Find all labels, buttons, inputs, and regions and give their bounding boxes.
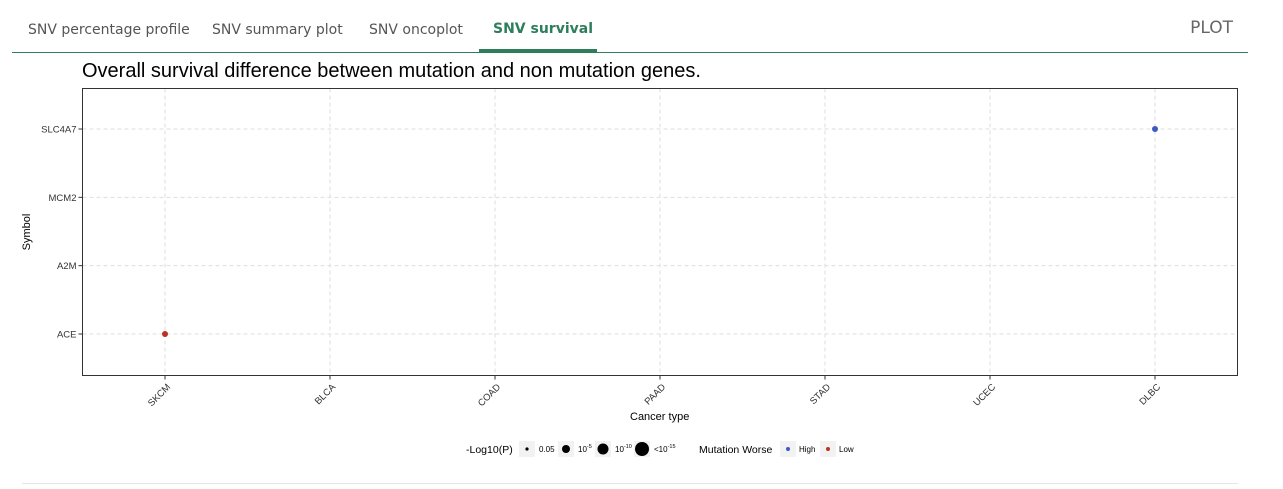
grid-lines xyxy=(82,88,1238,376)
size-legend-title: -Log10(P) xyxy=(466,444,513,456)
size-legend-key xyxy=(562,445,570,453)
data-point xyxy=(1152,126,1158,132)
y-tick-label: SLC4A7 xyxy=(41,125,76,136)
size-legend-label: 0.05 xyxy=(539,445,555,454)
divider xyxy=(22,483,1238,484)
x-tick-label: BLCA xyxy=(313,381,339,407)
y-axis-label: Symbol xyxy=(21,214,33,251)
y-tick-label: ACE xyxy=(57,330,77,341)
size-legend-key xyxy=(525,447,529,451)
tab-snv-survival[interactable]: SNV survival xyxy=(493,21,594,37)
size-legend-key xyxy=(597,443,609,455)
legend: -Log10(P) 0.05 10-5 10-10 <10-15 Mutation Wor… xyxy=(466,441,854,457)
color-legend-label: High xyxy=(799,445,815,454)
color-legend-key xyxy=(826,447,830,451)
color-legend-title: Mutation Worse xyxy=(699,444,772,456)
x-tick-label: DLBC xyxy=(1137,382,1163,408)
y-tick-label: A2M xyxy=(57,261,77,272)
x-tick-label: PAAD xyxy=(643,382,669,408)
chart-title: Overall survival difference between muta… xyxy=(82,60,701,82)
tab-snv-summary-plot[interactable]: SNV summary plot xyxy=(212,22,343,38)
x-tick-label: UCEC xyxy=(971,382,998,409)
data-points xyxy=(162,126,1158,337)
size-legend-label: <10-15 xyxy=(654,444,676,454)
x-tick-label: STAD xyxy=(808,382,833,407)
x-axis: SKCM BLCA COAD PAAD STAD UCEC DLBC xyxy=(146,375,1163,409)
color-legend-key xyxy=(786,447,790,451)
tab-bar: SNV percentage profile SNV summary plot … xyxy=(12,0,1248,53)
y-tick-label: MCM2 xyxy=(49,193,77,204)
color-legend-label: Low xyxy=(839,445,854,454)
tab-snv-percentage-profile[interactable]: SNV percentage profile xyxy=(28,22,190,38)
active-tab-indicator xyxy=(479,49,597,52)
y-axis: ACE A2M MCM2 SLC4A7 xyxy=(41,125,83,341)
tab-snv-oncoplot[interactable]: SNV oncoplot xyxy=(369,22,463,38)
size-legend-label: 10-5 xyxy=(578,444,592,454)
size-legend-label: 10-10 xyxy=(615,444,632,454)
data-point xyxy=(162,331,168,337)
x-axis-label: Cancer type xyxy=(630,411,689,423)
plot-label: PLOT xyxy=(1190,18,1233,38)
size-legend-key xyxy=(635,442,649,456)
x-tick-label: SKCM xyxy=(146,382,173,409)
x-tick-label: COAD xyxy=(476,382,503,409)
